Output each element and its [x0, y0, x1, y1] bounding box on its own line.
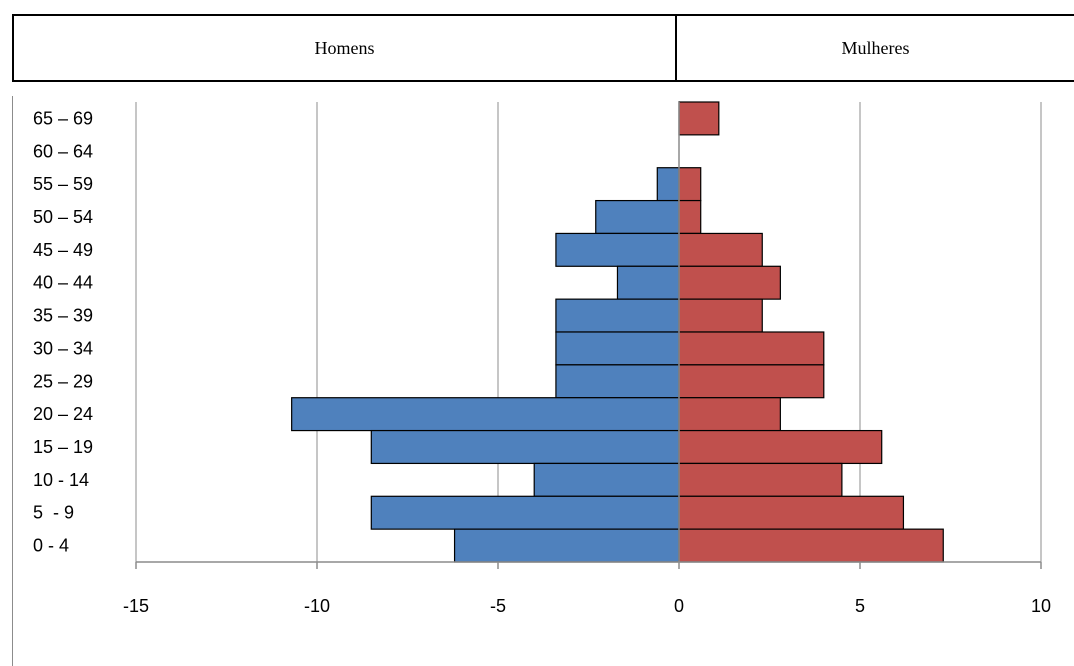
bar-women-10	[678, 429, 883, 465]
y-category-label-13: 0 - 4	[33, 536, 69, 556]
y-category-label-7: 30 – 34	[33, 338, 93, 358]
bar-women-5	[678, 265, 781, 300]
x-tick-label-5: 10	[1031, 596, 1051, 616]
bar-women-11	[678, 462, 843, 497]
bar-women-3	[678, 199, 702, 235]
header-women-label: Mulheres	[841, 37, 910, 58]
x-tick-label-3: 0	[674, 596, 684, 616]
y-category-label-9: 20 – 24	[33, 404, 93, 424]
bar-women-4	[678, 232, 763, 267]
bar-women-12	[678, 495, 905, 530]
x-tick-label-1: -10	[304, 596, 330, 616]
y-category-label-4: 45 – 49	[33, 240, 93, 260]
y-category-label-6: 35 – 39	[33, 306, 93, 326]
bar-men-9	[291, 397, 680, 432]
bar-men-12	[370, 495, 680, 530]
bar-women-6	[678, 298, 763, 333]
bar-men-5	[616, 265, 680, 300]
y-category-label-0: 65 – 69	[33, 108, 93, 128]
header-table: Homens Mulheres	[12, 14, 1074, 82]
y-category-label-5: 40 – 44	[33, 273, 93, 293]
bar-men-13	[453, 528, 680, 563]
bar-men-10	[370, 429, 680, 465]
bar-men-11	[533, 462, 680, 497]
bar-men-4	[555, 232, 680, 267]
chart-frame	[12, 96, 1074, 666]
y-category-label-11: 10 - 14	[33, 470, 89, 490]
x-tick-label-4: 5	[855, 596, 865, 616]
bar-women-2	[678, 167, 702, 202]
bar-women-7	[678, 331, 825, 366]
bar-men-2	[656, 167, 680, 202]
bar-men-6	[555, 298, 680, 333]
header-divider	[675, 16, 677, 80]
bar-men-8	[555, 364, 680, 399]
y-category-label-2: 55 – 59	[33, 174, 93, 194]
y-category-label-12: 5 - 9	[33, 503, 74, 523]
bar-women-8	[678, 364, 825, 399]
bar-men-7	[555, 331, 680, 366]
bar-men-3	[595, 199, 680, 235]
header-men-label: Homens	[314, 37, 375, 58]
y-category-label-8: 25 – 29	[33, 371, 93, 391]
bar-women-9	[678, 397, 781, 432]
y-category-label-10: 15 – 19	[33, 437, 93, 457]
bar-women-13	[678, 528, 944, 563]
x-tick-label-2: -5	[490, 596, 506, 616]
x-tick-label-0: -15	[123, 596, 149, 616]
bar-women-0	[678, 101, 720, 136]
y-category-label-3: 50 – 54	[33, 207, 93, 227]
y-category-label-1: 60 – 64	[33, 141, 93, 161]
